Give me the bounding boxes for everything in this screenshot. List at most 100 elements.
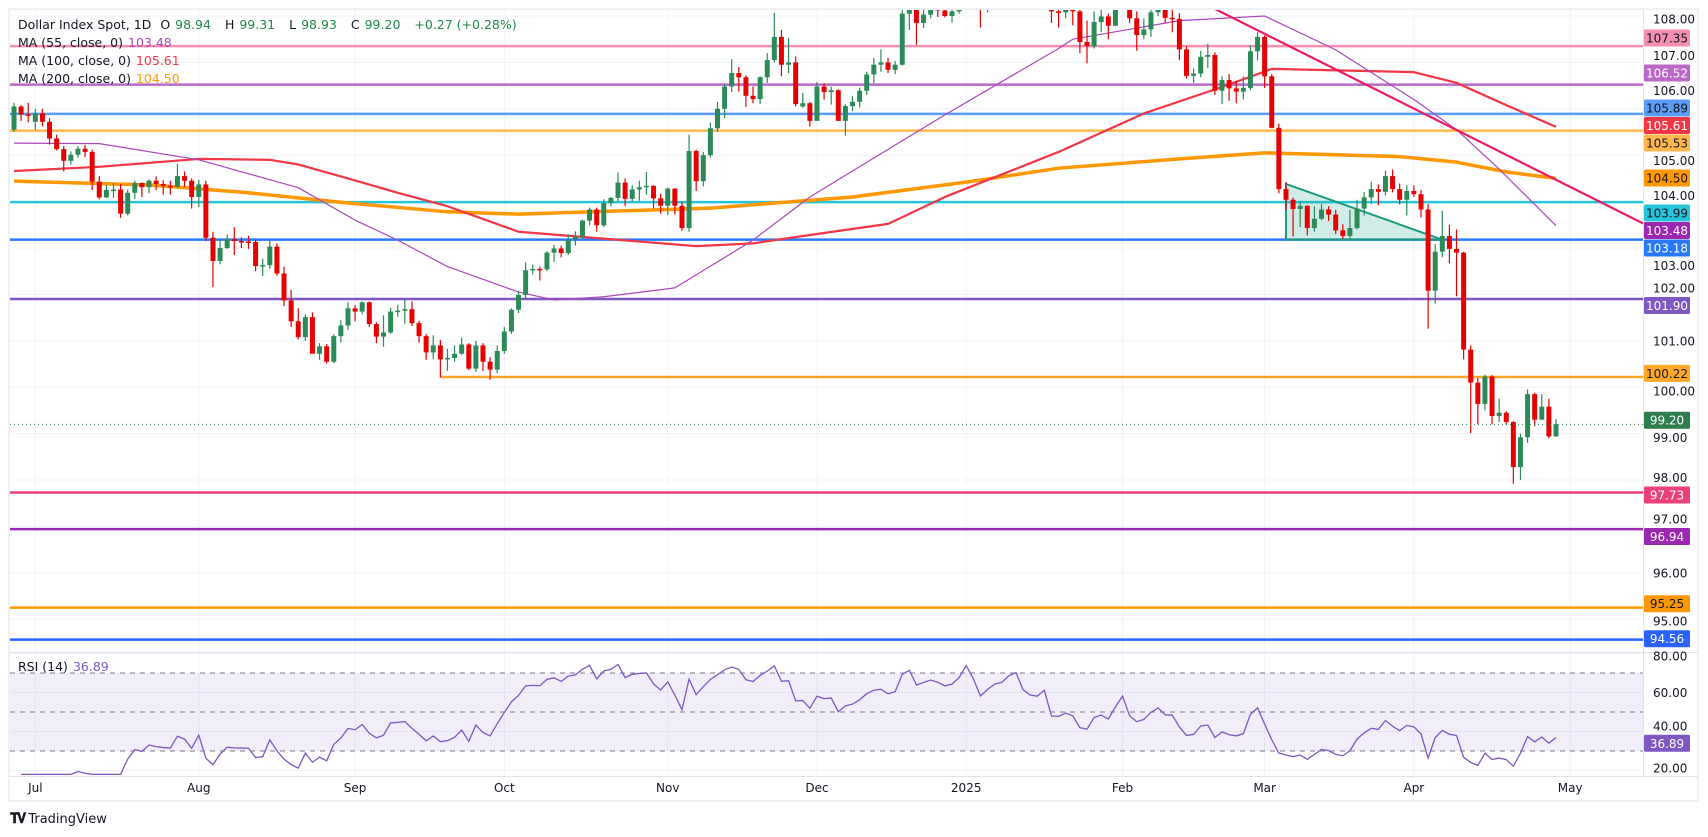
rsi-pane[interactable] — [10, 663, 1643, 775]
candle-body — [1084, 41, 1090, 47]
ma200-legend[interactable]: MA (200, close, 0) 104.50 — [18, 70, 185, 87]
candle — [1446, 224, 1452, 264]
candle-body — [231, 239, 237, 242]
price-tick-label: 97.00 — [1653, 513, 1687, 527]
price-axis-label: 95.25 — [1644, 595, 1690, 613]
grid — [10, 10, 1643, 776]
candle — [1233, 80, 1239, 104]
candle — [1084, 20, 1090, 64]
candle-body — [32, 113, 38, 122]
candle — [359, 301, 365, 315]
candle-body — [1510, 422, 1516, 468]
price-tick-label: 95.00 — [1653, 615, 1687, 629]
price-axis-label-bg — [1644, 29, 1690, 47]
candle — [1276, 123, 1282, 194]
candle — [956, 10, 962, 14]
candle — [1468, 345, 1474, 434]
price-pane[interactable] — [10, 0, 1643, 641]
price-axis-label-text: 106.52 — [1646, 66, 1688, 80]
candle-body — [1390, 176, 1396, 190]
price-axis-label-bg — [1644, 221, 1690, 239]
candle-body — [601, 202, 607, 226]
candle-body — [452, 353, 458, 358]
candle — [558, 245, 564, 258]
price-axis-label-bg — [1644, 486, 1690, 504]
ma55-legend[interactable]: MA (55, close, 0) 103.48 — [18, 34, 177, 51]
candle-body — [309, 317, 315, 354]
price-axis[interactable]: 108.00 107.35 107.00 106.52 106.00 105.89 105.… — [1644, 13, 1695, 776]
candle — [1454, 229, 1460, 297]
price-axis-label-text: 95.25 — [1650, 597, 1684, 611]
candle-body — [1432, 251, 1438, 291]
low-label: L — [289, 17, 297, 32]
candle — [864, 71, 870, 95]
candle — [1475, 377, 1481, 425]
price-axis-label-text: 103.18 — [1646, 241, 1688, 255]
candle — [1077, 10, 1083, 54]
symbol-legend[interactable]: Dollar Index Spot, 1D O 98.94 H 99.31 L 98.… — [18, 16, 522, 33]
candle — [1169, 10, 1175, 33]
candle-body — [359, 302, 365, 312]
ma100-legend[interactable]: MA (100, close, 0) 105.61 — [18, 52, 185, 69]
candle-body — [331, 336, 337, 362]
price-axis-label-bg — [1644, 116, 1690, 134]
candle — [1532, 392, 1538, 427]
price-axis-label-text: 105.89 — [1646, 101, 1688, 115]
ohlc-high: H 99.31 — [225, 17, 280, 32]
price-axis-label: 105.89 — [1644, 99, 1690, 117]
price-axis-label-text: 103.99 — [1646, 206, 1688, 220]
price-axis-label-text: 100.22 — [1646, 367, 1688, 381]
candle-body — [1290, 199, 1296, 210]
candle — [1212, 52, 1218, 95]
rsi-legend[interactable]: RSI (14) 36.89 — [18, 658, 114, 675]
candle — [1205, 43, 1211, 68]
candle-body — [82, 148, 88, 152]
candle-body — [1468, 349, 1474, 383]
candle — [174, 163, 180, 188]
candle-body — [395, 310, 401, 313]
candle — [786, 37, 792, 74]
candle-body — [1354, 208, 1360, 229]
candle-body — [864, 74, 870, 91]
price-axis-label: 94.56 — [1644, 630, 1690, 648]
candle — [281, 266, 287, 306]
candle-body — [921, 14, 927, 23]
candle-body — [174, 176, 180, 187]
candle — [231, 227, 237, 255]
candle — [295, 308, 301, 340]
candle — [530, 264, 536, 275]
ma55-value: 103.48 — [128, 35, 172, 50]
candle-body — [1240, 87, 1246, 92]
candle-body — [551, 248, 557, 253]
price-axis-label: 105.61 — [1644, 116, 1690, 134]
candle-body — [587, 209, 593, 221]
candle — [1489, 375, 1495, 425]
high-value: 99.31 — [239, 17, 276, 32]
candle-body — [1063, 10, 1069, 13]
candle — [39, 108, 45, 127]
price-axis-label-text: 94.56 — [1650, 632, 1684, 646]
candle — [1120, 0, 1125, 2]
candle-body — [238, 241, 244, 243]
candle-body — [1333, 214, 1339, 231]
candle-body — [1340, 230, 1346, 236]
candle — [409, 301, 415, 326]
candle — [1333, 209, 1339, 235]
candle-body — [260, 265, 266, 267]
candle-body — [345, 308, 351, 326]
candle — [572, 231, 578, 246]
candle — [75, 145, 81, 158]
price-axis-label-text: 36.89 — [1650, 737, 1684, 751]
candle — [473, 340, 479, 372]
close-label: C — [350, 17, 360, 32]
price-tick-label: 100.00 — [1653, 384, 1695, 398]
candle — [139, 182, 145, 197]
time-axis[interactable]: Jul Aug Sep Oct Nov Dec 2025 Feb Mar Apr May — [27, 781, 1583, 795]
candle-body — [18, 106, 24, 115]
tradingview-logo[interactable]: 𝐓𝐕 TradingView — [10, 811, 107, 827]
ma200-value: 104.50 — [135, 71, 180, 86]
price-axis-label-text: 97.73 — [1650, 489, 1684, 503]
candle — [1432, 244, 1438, 304]
candle-body — [1219, 80, 1225, 91]
